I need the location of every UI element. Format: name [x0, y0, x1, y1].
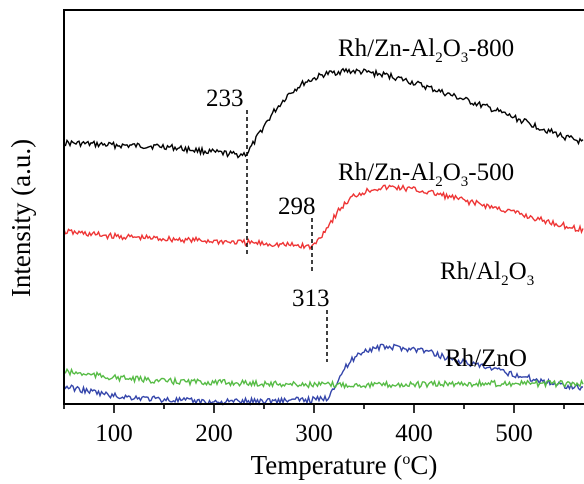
- series-labels-group: Rh/Zn-Al2O3-800 Rh/Zn-Al2O3-500 Rh/Al2O3 Rh…: [338, 35, 534, 372]
- onset-label-2: 298: [278, 193, 316, 220]
- y-axis-label: Intensity (a.u.): [6, 139, 36, 297]
- series-line-4: [63, 367, 584, 390]
- series-label-3: Rh/Al2O3: [440, 258, 534, 289]
- x-axis-ticks-group: 100 200 300 400 500: [63, 404, 565, 447]
- series-label-1: Rh/Zn-Al2O3-800: [338, 35, 514, 66]
- plot-frame: [63, 9, 584, 405]
- series-label-2: Rh/Zn-Al2O3-500: [338, 159, 514, 190]
- x-tick-label: 200: [195, 420, 233, 447]
- onset-markers-group: 233 298 313: [206, 85, 330, 362]
- series-label-4: Rh/ZnO: [445, 345, 527, 372]
- x-tick-label: 400: [395, 420, 433, 447]
- x-tick-label: 100: [95, 420, 133, 447]
- onset-label-3: 313: [292, 285, 330, 312]
- onset-label-1: 233: [206, 85, 244, 112]
- x-tick-label: 500: [495, 420, 533, 447]
- series-line-2: [63, 184, 584, 251]
- x-tick-label: 300: [295, 420, 333, 447]
- series-line-3: [63, 343, 583, 407]
- curves-group: [63, 67, 584, 407]
- x-axis-label: Temperature (oC): [251, 450, 438, 480]
- series-line-1: [63, 67, 584, 159]
